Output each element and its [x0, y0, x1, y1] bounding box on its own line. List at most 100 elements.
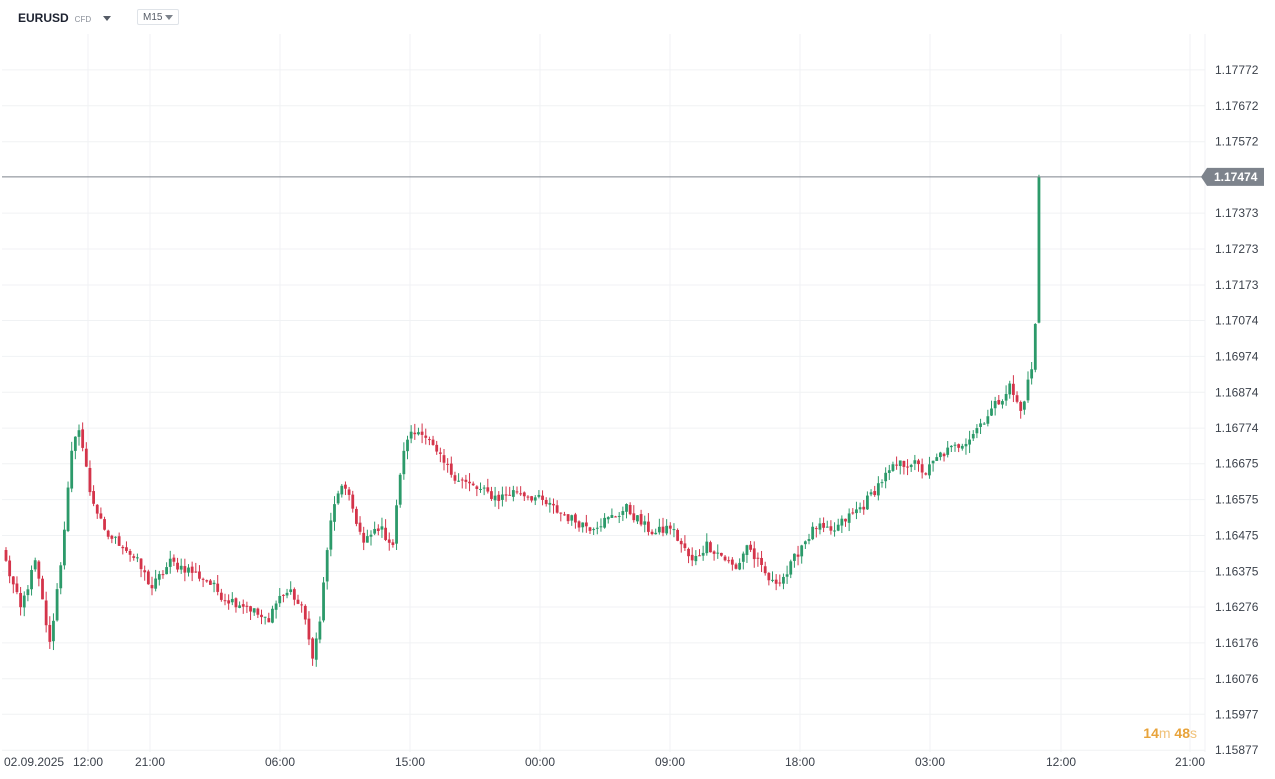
- candle-down: [760, 557, 763, 565]
- candle-up: [373, 528, 377, 534]
- candle-up: [887, 470, 891, 473]
- candle-up: [847, 513, 851, 523]
- candle-up: [252, 608, 256, 613]
- candle-down: [844, 518, 847, 522]
- candle-down: [99, 513, 103, 519]
- candle-up: [501, 494, 504, 500]
- y-tick-label: 1.16675: [1215, 457, 1259, 471]
- candle-up: [398, 474, 402, 505]
- candle-up: [855, 509, 858, 514]
- candle-down: [4, 550, 8, 561]
- candle-down: [216, 583, 220, 592]
- candle-down: [734, 564, 738, 569]
- candlestick-series: [4, 174, 1041, 667]
- candle-up: [533, 497, 537, 501]
- candle-down: [559, 512, 563, 514]
- candle-up: [716, 552, 720, 554]
- candle-up: [975, 428, 979, 434]
- candle-down: [767, 572, 771, 581]
- candle-down: [48, 624, 52, 642]
- candle-up: [738, 562, 742, 570]
- candle-up: [1030, 369, 1034, 379]
- candle-up: [154, 578, 158, 589]
- candle-down: [311, 638, 314, 659]
- candle-down: [190, 566, 194, 573]
- candle-up: [986, 416, 990, 424]
- candle-down: [449, 463, 453, 475]
- candle-up: [55, 589, 59, 621]
- candle-down: [106, 530, 110, 537]
- candle-up: [63, 529, 66, 566]
- candle-up: [417, 432, 420, 435]
- y-tick-label: 1.17373: [1215, 206, 1259, 220]
- candle-up: [1026, 379, 1030, 401]
- candle-down: [125, 547, 128, 551]
- candle-up: [409, 431, 413, 439]
- candle-down: [446, 463, 450, 465]
- y-tick-label: 1.17772: [1215, 63, 1259, 77]
- candle-down: [376, 528, 380, 532]
- candle-up: [329, 520, 333, 550]
- candle-down: [198, 571, 201, 579]
- candle-down: [413, 432, 417, 435]
- candle-up: [990, 408, 993, 416]
- candle-up: [913, 460, 917, 464]
- candle-down: [851, 512, 855, 514]
- candle-up: [457, 480, 460, 482]
- candle-down: [143, 570, 147, 573]
- candle-up: [66, 487, 70, 532]
- candle-down: [778, 582, 782, 584]
- candle-down: [351, 494, 355, 509]
- candle-up: [785, 574, 789, 577]
- candle-up: [22, 595, 26, 608]
- candle-up: [836, 524, 840, 531]
- candle-up: [833, 530, 836, 532]
- y-tick-label: 1.15877: [1215, 743, 1259, 757]
- candle-up: [807, 539, 811, 541]
- x-tick-label: 15:00: [395, 755, 425, 769]
- x-tick-label: 18:00: [785, 755, 815, 769]
- candle-up: [793, 553, 796, 561]
- candle-down: [552, 503, 555, 506]
- x-tick-label: 12:00: [1046, 755, 1076, 769]
- candle-up: [333, 504, 336, 522]
- candle-down: [544, 500, 548, 505]
- candle-down: [1019, 401, 1023, 411]
- candle-up: [866, 495, 869, 510]
- candle-down: [690, 554, 694, 561]
- y-tick-label: 1.17074: [1215, 313, 1259, 327]
- candle-up: [811, 526, 815, 540]
- time-axis: 02.09.2025 12:00 21:00 06:00 15:00 00:00 09:00…: [4, 755, 1205, 769]
- candle-up: [953, 444, 957, 446]
- candle-down: [347, 489, 351, 495]
- x-tick-label: 09:00: [655, 755, 685, 769]
- candle-down: [862, 506, 866, 510]
- candle-up: [570, 515, 574, 521]
- candle-down: [471, 483, 475, 486]
- candle-down: [957, 444, 961, 448]
- candle-down: [282, 594, 285, 596]
- candle-down: [128, 551, 132, 555]
- candle-down: [81, 429, 85, 448]
- candle-up: [891, 464, 895, 471]
- chevron-down-icon: [103, 15, 112, 21]
- candle-up: [946, 447, 950, 455]
- candle-down: [920, 464, 924, 473]
- candle-down: [468, 481, 471, 484]
- candle-down: [428, 439, 431, 441]
- candle-down: [8, 560, 12, 577]
- timeframe-selector[interactable]: M15: [137, 9, 179, 25]
- candle-down: [442, 455, 446, 463]
- symbol-selector[interactable]: EURUSD CFD: [18, 8, 112, 28]
- y-tick-label: 1.16575: [1215, 493, 1259, 507]
- candle-up: [271, 608, 274, 623]
- candle-up: [606, 517, 610, 520]
- candle-up: [928, 464, 931, 476]
- candle-up: [70, 450, 74, 489]
- candle-down: [19, 592, 22, 608]
- candle-down: [574, 514, 577, 523]
- candle-down: [183, 566, 187, 573]
- candle-up: [212, 582, 216, 585]
- candle-up: [599, 526, 603, 528]
